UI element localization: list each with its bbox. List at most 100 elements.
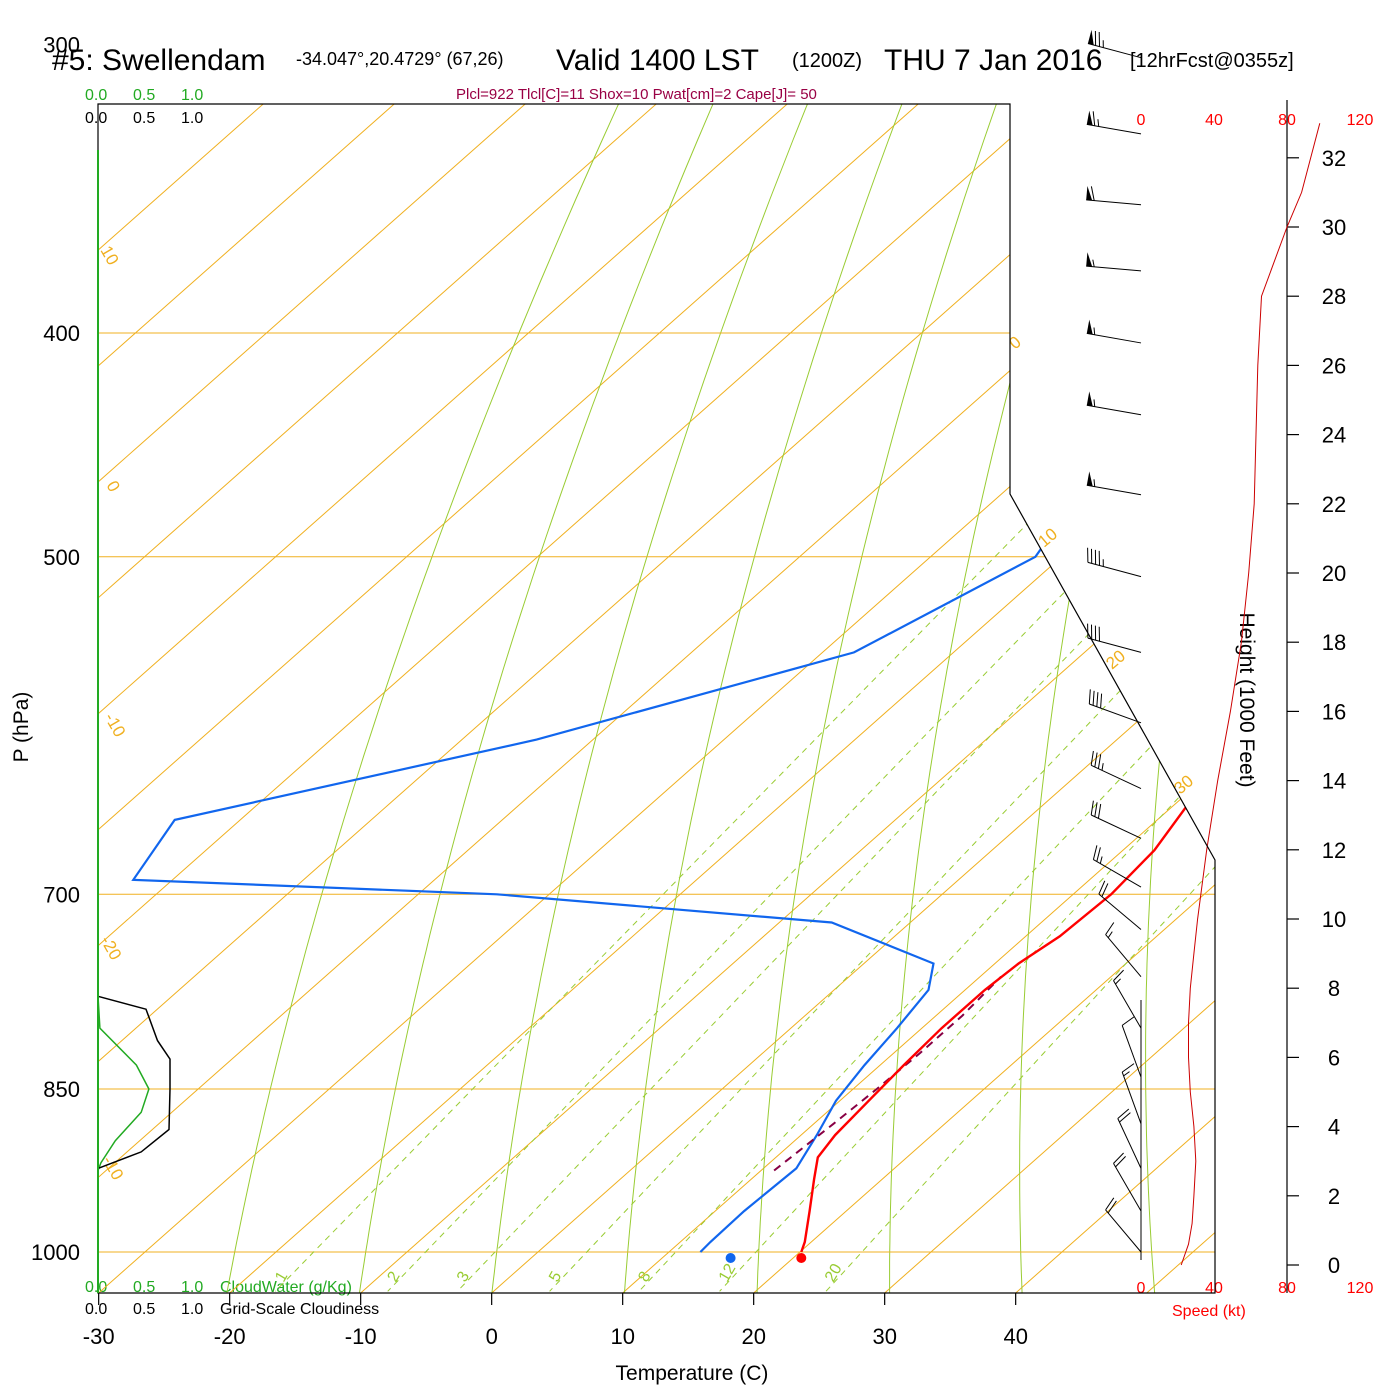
wind-barb-flag bbox=[1121, 1016, 1135, 1026]
forecast-info: [12hrFcst@0355z] bbox=[1130, 50, 1294, 72]
speed-axis-label: Speed (kt) bbox=[1172, 1303, 1246, 1320]
wind-barb-shaft bbox=[1089, 703, 1142, 724]
mixing-ratio-label: 3 bbox=[454, 1269, 473, 1285]
isotherm-label: -10 bbox=[101, 710, 130, 741]
clipped-grid bbox=[98, 0, 1400, 1310]
wind-barb-shaft bbox=[1086, 123, 1142, 135]
height-tick-label: 8 bbox=[1328, 976, 1340, 1001]
surface-dewpoint-point bbox=[725, 1253, 736, 1263]
isotherm-label: -10 bbox=[99, 1153, 128, 1184]
height-tick-label: 32 bbox=[1322, 146, 1346, 171]
wind-barb bbox=[1105, 1197, 1142, 1253]
x-tick-label: 20 bbox=[741, 1324, 765, 1349]
x-tick-label: -30 bbox=[83, 1324, 115, 1349]
wind-barb bbox=[1105, 922, 1142, 978]
station-coords: -34.047°,20.4729° (67,26) bbox=[296, 49, 504, 69]
x-tick-label: -10 bbox=[345, 1324, 377, 1349]
cloudwater-scale-bottom-1: 0.5 bbox=[133, 1279, 155, 1296]
dry-adiabat-line bbox=[889, 104, 1177, 1293]
x-axis-title: Temperature (C) bbox=[616, 1362, 769, 1385]
wind-barb-flag bbox=[1088, 689, 1091, 705]
height-tick-label: 10 bbox=[1322, 907, 1346, 932]
wind-barb-flag bbox=[1098, 880, 1106, 895]
mixing-ratio-label: 2 bbox=[384, 1269, 403, 1285]
wind-barb-pennant bbox=[1087, 29, 1094, 45]
wind-barb-flag bbox=[1092, 690, 1095, 706]
wind-barb-pennant bbox=[1086, 391, 1093, 407]
wind-barb bbox=[1092, 845, 1142, 888]
isotherm-label: 10 bbox=[1034, 524, 1061, 551]
isotherm-line bbox=[98, 104, 1215, 1293]
cloudwater-scale-bottom-0: 0.0 bbox=[85, 1279, 107, 1296]
wind-barb-flag bbox=[1121, 1063, 1135, 1073]
pressure-tick-label: 1000 bbox=[31, 1240, 80, 1265]
grid-layer bbox=[98, 0, 1400, 1310]
cloudwater-label: CloudWater (g/Kg) bbox=[220, 1279, 352, 1296]
wind-barb-flag bbox=[1092, 111, 1096, 126]
wind-barb-pennant bbox=[1086, 319, 1093, 335]
clipped-series bbox=[131, 104, 1215, 1263]
isotherm-label: 30 bbox=[1170, 771, 1197, 798]
wind-barb-flag bbox=[1101, 883, 1109, 897]
pressure-tick-label: 500 bbox=[43, 545, 80, 570]
isotherm-line bbox=[1146, 104, 1215, 1293]
mixing-ratio-label: 5 bbox=[546, 1269, 565, 1285]
x-tick-label: 0 bbox=[486, 1324, 498, 1349]
wind-barb-shaft bbox=[1090, 814, 1142, 839]
cloudiness-scale-bottom-2: 1.0 bbox=[181, 1301, 203, 1318]
wind-barb bbox=[1121, 1016, 1142, 1078]
wind-barb bbox=[1121, 1063, 1142, 1124]
dry-adiabat-line bbox=[356, 104, 824, 1293]
wind-barb-half-flag bbox=[1097, 119, 1100, 127]
height-tick-label: 28 bbox=[1322, 284, 1346, 309]
pressure-tick-label: 850 bbox=[43, 1077, 80, 1102]
wind-barb bbox=[1113, 969, 1142, 1029]
isotherm-label: -20 bbox=[97, 933, 126, 964]
parcel-parameters: Plcl=922 Tlcl[C]=11 Shox=10 Pwat[cm]=2 C… bbox=[456, 86, 817, 103]
wind-barb-flag bbox=[1100, 693, 1103, 709]
isotherm-label: 20 bbox=[1102, 646, 1129, 673]
wind-barb-shaft bbox=[1086, 484, 1142, 496]
height-tick-label: 30 bbox=[1322, 215, 1346, 240]
wind-barb bbox=[1098, 880, 1142, 930]
wind-barb bbox=[1087, 29, 1142, 59]
wind-barb-shaft bbox=[1121, 1025, 1142, 1078]
pressure-tick-label: 400 bbox=[43, 321, 80, 346]
isotherm-label: 0 bbox=[1005, 332, 1024, 353]
wind-barb-flag bbox=[1113, 1152, 1124, 1164]
station-title: #5: Swellendam bbox=[52, 44, 265, 77]
isotherm-line bbox=[98, 104, 1181, 1293]
wind-barb bbox=[1086, 391, 1142, 416]
mixing-ratio-line bbox=[638, 332, 1215, 1292]
speed-scale-top-1: 40 bbox=[1205, 112, 1223, 129]
dry-adiabat-line bbox=[1145, 104, 1215, 1293]
wind-barb-shaft bbox=[1086, 265, 1142, 272]
temperature-line bbox=[800, 104, 1215, 1253]
wind-barb-pennant bbox=[1086, 110, 1093, 126]
axes-layer: -30-20-100102030402503004005007008501000 bbox=[31, 32, 1216, 1349]
dry-adiabat-line bbox=[1386, 0, 1400, 1310]
cloud-profile-layer bbox=[97, 995, 171, 1171]
mixing-ratio-line bbox=[457, 332, 1215, 1292]
cloudiness-scale-bottom-1: 0.5 bbox=[133, 1301, 155, 1318]
valid-time: Valid 1400 LST bbox=[556, 44, 759, 77]
height-tick-label: 18 bbox=[1322, 630, 1346, 655]
cloudiness-scale-top-0: 0.0 bbox=[85, 110, 107, 127]
cloudiness-scale-bottom-0: 0.0 bbox=[85, 1301, 107, 1318]
wind-barb bbox=[1113, 1152, 1142, 1212]
cloudiness-label: Grid-Scale Cloudiness bbox=[220, 1301, 379, 1318]
wind-barb-flag bbox=[1105, 922, 1115, 935]
x-tick-label: 30 bbox=[872, 1324, 896, 1349]
wind-barb bbox=[1090, 800, 1142, 839]
wind-barb-shaft bbox=[1087, 43, 1142, 59]
wind-barb bbox=[1086, 186, 1142, 206]
height-tick-label: 4 bbox=[1328, 1115, 1340, 1140]
wind-barb bbox=[1086, 110, 1142, 135]
x-tick-label: -20 bbox=[214, 1324, 246, 1349]
sounding-series-layer bbox=[131, 104, 1215, 1263]
wind-barb-half-flag bbox=[1107, 931, 1113, 938]
cloudiness-scale-top-2: 1.0 bbox=[181, 110, 203, 127]
wind-barb bbox=[1088, 689, 1142, 724]
